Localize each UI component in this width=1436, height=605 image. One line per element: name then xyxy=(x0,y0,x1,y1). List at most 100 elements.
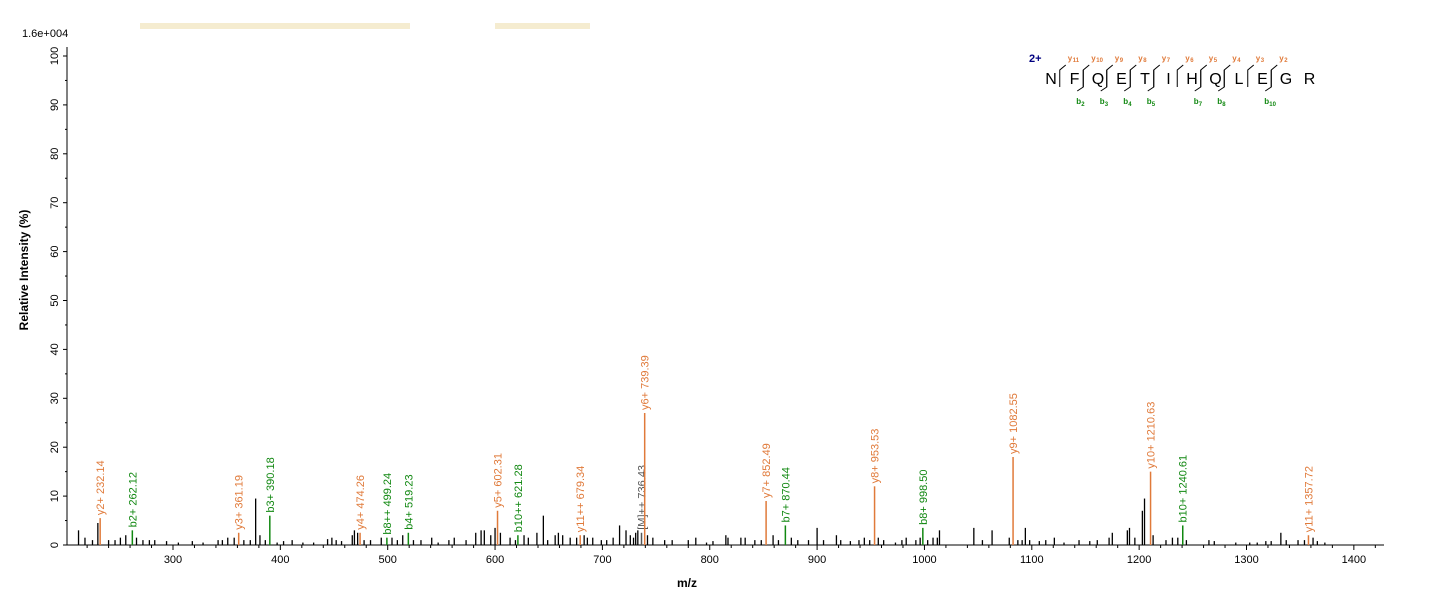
x-tick-label: 1300 xyxy=(1234,554,1258,566)
b-ion-label: b xyxy=(1123,97,1128,106)
annotated-peaks: y2+ 232.14 b2+ 262.12 y3+ 361.19 b3+ 390.18… xyxy=(95,355,1315,545)
watermark-stroke xyxy=(495,23,590,29)
peak-label: y4+ 474.26 xyxy=(355,475,367,530)
watermark-stroke xyxy=(140,23,410,29)
sequence-residue: F xyxy=(1070,71,1080,88)
sequence-residue: R xyxy=(1304,71,1316,88)
y-ion-number: 7 xyxy=(1167,58,1171,64)
b-ion-number: 4 xyxy=(1128,102,1132,108)
x-tick-label: 1400 xyxy=(1342,554,1366,566)
x-tick-label: 400 xyxy=(271,554,289,566)
b-ion-number: 2 xyxy=(1081,102,1085,108)
b-ion-label: b xyxy=(1264,97,1269,106)
peak-label: [M]++ 736.43 xyxy=(637,465,649,530)
y-ion-number: 5 xyxy=(1214,58,1218,64)
peak-label: y2+ 232.14 xyxy=(95,460,107,515)
y-ion-number: 6 xyxy=(1190,58,1194,64)
peak-label: y3+ 361.19 xyxy=(234,475,246,530)
peak-label: y9+ 1082.55 xyxy=(1008,393,1020,454)
peak-label: b10+ 1240.61 xyxy=(1178,455,1190,523)
sequence-residue: I xyxy=(1166,71,1170,88)
peak-label: y11++ 679.34 xyxy=(575,466,587,532)
x-tick-label: 900 xyxy=(808,554,826,566)
x-tick-label: 1100 xyxy=(1020,554,1044,566)
y-tick-label: 40 xyxy=(49,343,61,355)
y-ion-label: y xyxy=(1209,54,1214,63)
y-axis-title: Relative Intensity (%) xyxy=(17,210,31,331)
y-tick-label: 10 xyxy=(49,490,61,502)
x-tick-label: 1200 xyxy=(1127,554,1151,566)
peak-label: b8+ 998.50 xyxy=(918,470,930,525)
y-cleavage-mark xyxy=(1176,64,1184,87)
b-ion-number: 3 xyxy=(1105,102,1109,108)
b-cleavage-mark xyxy=(1194,70,1202,92)
y-axis-ticks: 0 10 20 30 40 50 60 70 80 90 100 xyxy=(49,47,67,548)
b-cleavage-mark xyxy=(1123,70,1131,92)
x-axis-ticks: 300 400 500 600 700 800 900 1000 1100 1200 1300 140… xyxy=(86,545,1376,566)
peak-label: b4+ 519.23 xyxy=(403,474,415,529)
x-tick-label: 1000 xyxy=(912,554,936,566)
y-ion-number: 2 xyxy=(1284,58,1288,64)
x-tick-label: 800 xyxy=(701,554,719,566)
y-ion-number: 3 xyxy=(1261,58,1265,64)
y-tick-label: 80 xyxy=(49,148,61,160)
b-ion-label: b xyxy=(1076,97,1081,106)
b-ion-number: 7 xyxy=(1199,102,1203,108)
b-cleavage-mark xyxy=(1217,70,1225,92)
x-tick-label: 600 xyxy=(486,554,504,566)
watermark xyxy=(140,23,590,29)
x-tick-label: 300 xyxy=(164,554,182,566)
sequence-residue: Q xyxy=(1092,71,1104,88)
y-ion-label: y xyxy=(1232,54,1237,63)
sequence-residue: E xyxy=(1116,71,1127,88)
b-cleavage-mark xyxy=(1147,70,1155,92)
peak-label: b2+ 262.12 xyxy=(127,472,139,527)
unlabeled-peaks xyxy=(77,498,1326,545)
y-ion-number: 4 xyxy=(1237,58,1241,64)
sequence-residue: H xyxy=(1186,71,1198,88)
x-tick-label: 700 xyxy=(593,554,611,566)
y-ion-label: y xyxy=(1115,54,1120,63)
y-tick-label: 100 xyxy=(49,47,61,65)
peak-label: y11+ 1357.72 xyxy=(1303,466,1315,532)
y-tick-label: 30 xyxy=(49,392,61,404)
b-ion-label: b xyxy=(1194,97,1199,106)
b-cleavage-mark xyxy=(1076,70,1084,92)
b-ion-label: b xyxy=(1100,97,1105,106)
sequence-residue: T xyxy=(1140,71,1150,88)
sequence-residue: G xyxy=(1280,71,1292,88)
peak-label: b10++ 621.28 xyxy=(513,464,525,532)
y-ion-number: 8 xyxy=(1143,58,1147,64)
b-ion-number: 8 xyxy=(1222,102,1226,108)
b-ion-number: 5 xyxy=(1152,102,1156,108)
b-cleavage-mark xyxy=(1264,70,1272,92)
y-tick-label: 0 xyxy=(49,542,61,548)
peak-label: y7+ 852.49 xyxy=(761,443,773,498)
y-tick-label: 70 xyxy=(49,197,61,209)
sequence-residue: L xyxy=(1235,71,1244,88)
b-cleavage-mark xyxy=(1100,70,1108,92)
y-ion-label: y xyxy=(1256,54,1261,63)
y-ion-label: y xyxy=(1068,54,1073,63)
y-ion-label: y xyxy=(1185,54,1190,63)
b-ion-label: b xyxy=(1147,97,1152,106)
y-ion-label: y xyxy=(1162,54,1167,63)
intensity-scale-label: 1.6e+004 xyxy=(22,28,68,40)
y-ion-label: y xyxy=(1091,54,1096,63)
y-tick-label: 20 xyxy=(49,441,61,453)
peak-label: y5+ 602.31 xyxy=(493,453,505,508)
x-axis-title: m/z xyxy=(677,576,697,590)
peak-label: y8+ 953.53 xyxy=(870,429,882,484)
y-ion-label: y xyxy=(1279,54,1284,63)
peak-label: y6+ 739.39 xyxy=(640,355,652,410)
y-cleavage-mark xyxy=(1059,64,1067,87)
sequence-residue: Q xyxy=(1209,71,1221,88)
y-ion-number: 11 xyxy=(1073,58,1080,64)
y-tick-label: 60 xyxy=(49,245,61,257)
y-ion-number: 10 xyxy=(1096,58,1103,64)
peak-label: y10+ 1210.63 xyxy=(1146,402,1158,469)
peak-label: b3+ 390.18 xyxy=(265,457,277,512)
y-tick-label: 50 xyxy=(49,294,61,306)
